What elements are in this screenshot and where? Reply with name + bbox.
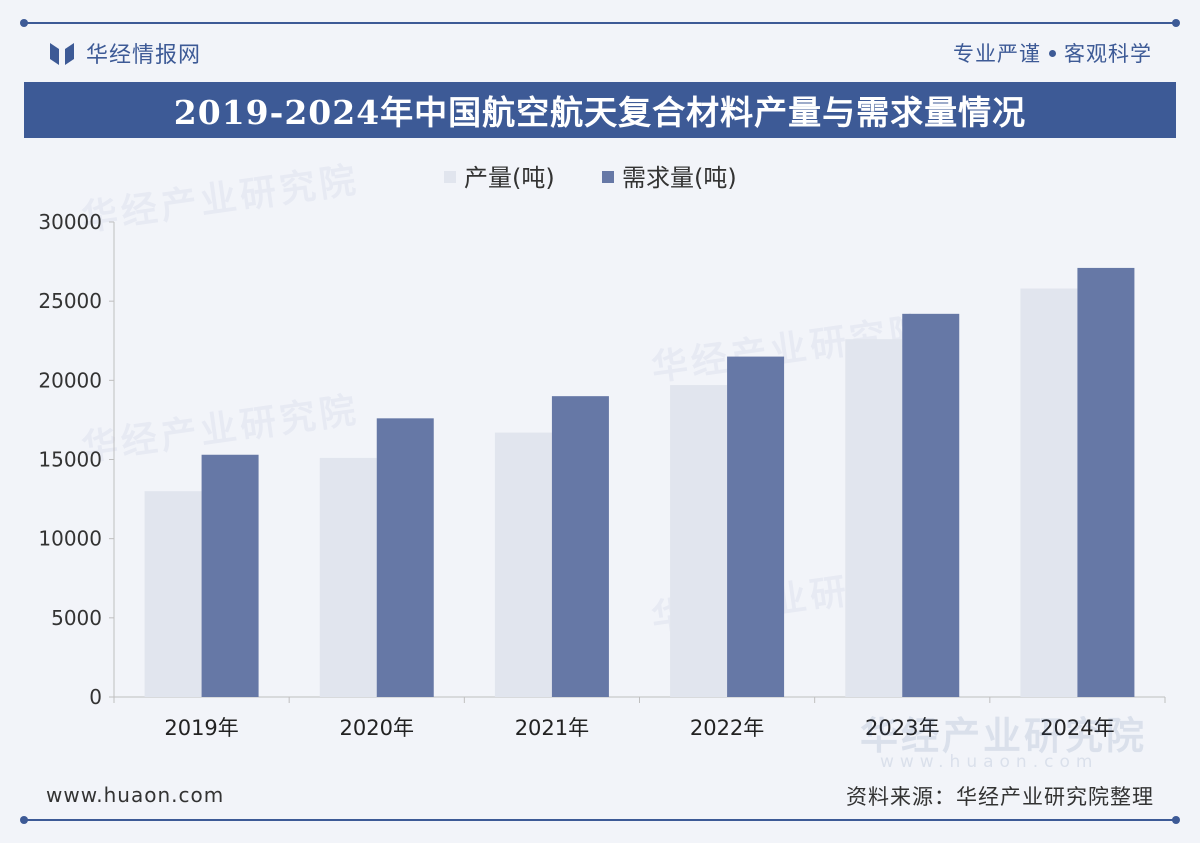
slogan-left: 专业严谨: [953, 42, 1041, 66]
bottom-left-dot: [20, 816, 28, 824]
x-tick-label: 2024年: [1040, 716, 1114, 740]
top-right-dot: [1172, 19, 1180, 27]
slogan-separator-dot: [1049, 49, 1056, 57]
x-tick-label: 2021年: [515, 716, 589, 740]
bottom-border-line: [24, 819, 1176, 821]
brand-name: 华经情报网: [86, 43, 202, 68]
footer-url: www.huaon.com: [46, 783, 225, 807]
footer-source: 资料来源：华经产业研究院整理: [846, 785, 1154, 809]
x-tick-label: 2019年: [164, 716, 238, 740]
y-tick-label: 10000: [38, 527, 102, 551]
bar-demand: [376, 418, 434, 697]
bar-production: [319, 457, 377, 697]
bar-production: [494, 432, 552, 697]
bar-production: [1020, 288, 1078, 697]
legend-swatch-production: [444, 171, 456, 183]
chart-title: 2019-2024年中国航空航天复合材料产量与需求量情况: [173, 93, 1027, 132]
bar-production: [845, 339, 903, 697]
y-tick-label: 30000: [38, 210, 102, 234]
bar-demand: [1077, 267, 1135, 697]
bar-demand: [902, 313, 960, 697]
bar-demand: [201, 454, 259, 697]
legend-swatch-demand: [602, 171, 614, 183]
bar-production: [670, 385, 728, 697]
slogan-right: 客观科学: [1064, 42, 1152, 66]
y-tick-label: 0: [89, 685, 102, 709]
title-bar: 2019-2024年中国航空航天复合材料产量与需求量情况: [24, 82, 1176, 138]
y-tick-label: 5000: [51, 606, 102, 630]
brand-logo-icon: [50, 43, 74, 65]
bar-demand: [551, 396, 609, 697]
x-tick-label: 2023年: [865, 716, 939, 740]
legend-label-production: 产量(吨): [464, 164, 555, 192]
brand: 华经情报网: [48, 36, 201, 70]
watermark-brand-large: 华经产业研究院: [860, 714, 1148, 758]
x-tick-label: 2022年: [690, 716, 764, 740]
bottom-right-dot: [1172, 816, 1180, 824]
x-tick-label: 2020年: [340, 716, 414, 740]
y-tick-label: 25000: [38, 289, 102, 313]
watermark-url: www.huaon.com: [880, 752, 1099, 772]
top-left-dot: [20, 19, 28, 27]
slogan: 专业严谨 客观科学: [953, 36, 1152, 70]
bar-production: [144, 491, 202, 697]
bar-demand: [727, 356, 785, 697]
y-tick-label: 20000: [38, 368, 102, 392]
top-border-line: [24, 22, 1176, 24]
legend-label-demand: 需求量(吨): [622, 164, 737, 192]
y-tick-label: 15000: [38, 448, 102, 472]
